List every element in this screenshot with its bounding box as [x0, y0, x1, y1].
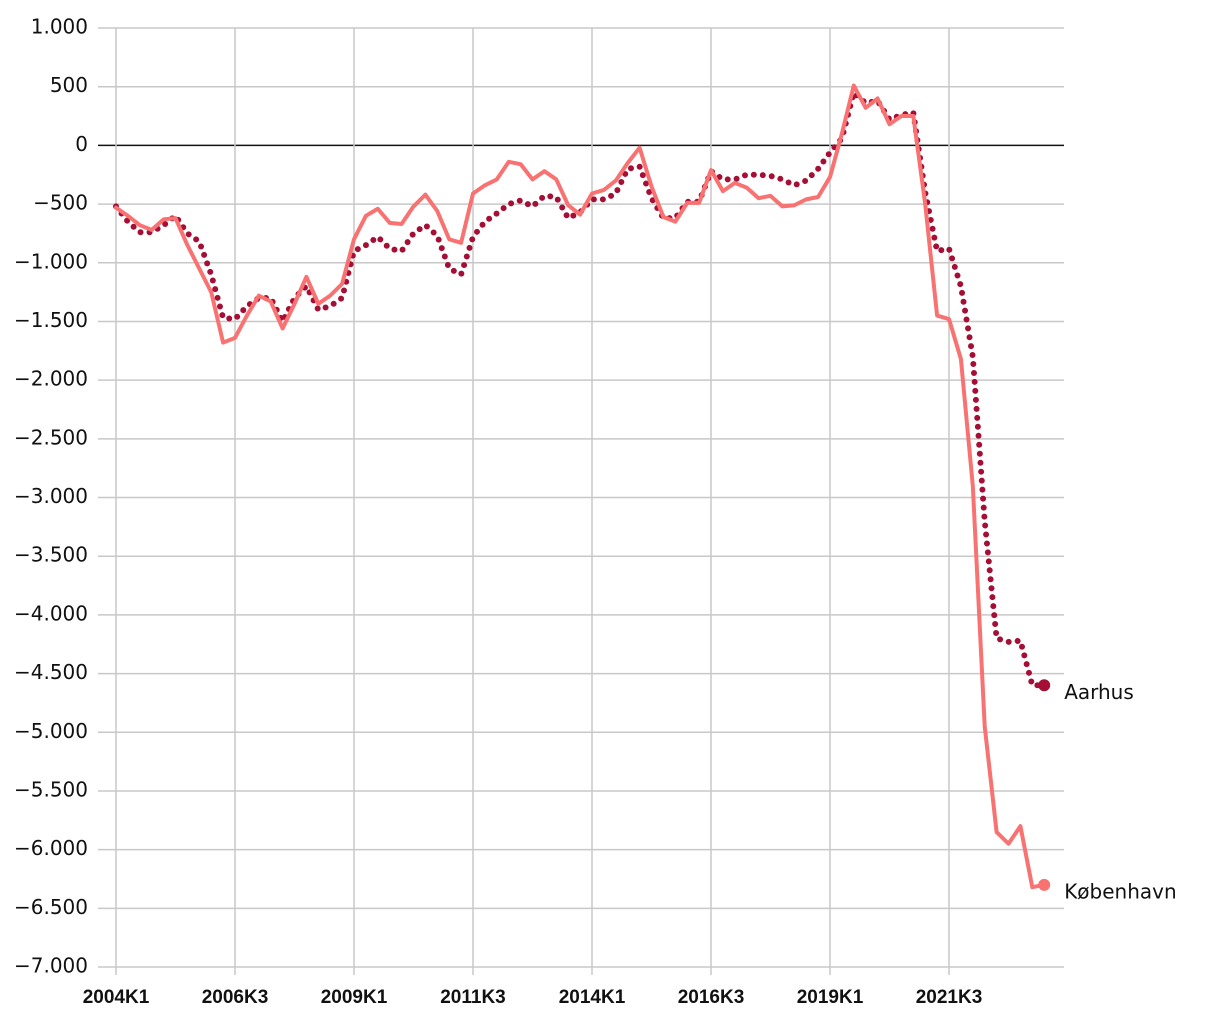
- y-tick-label: −6.500: [14, 895, 88, 919]
- x-tick-label: 2004K1: [83, 987, 150, 1008]
- y-tick-label: −500: [33, 191, 88, 215]
- series-line: [114, 83, 1047, 890]
- y-tick-label: −2.500: [14, 425, 88, 449]
- y-tick-label: −4.000: [14, 601, 88, 625]
- series-label: Aarhus: [1064, 680, 1134, 704]
- y-tick-label: −2.000: [14, 367, 88, 391]
- y-tick-label: −1.500: [14, 308, 88, 332]
- y-tick-label: −5.000: [14, 719, 88, 743]
- series-label: København: [1064, 879, 1176, 903]
- x-tick-label: 2006K3: [202, 987, 269, 1008]
- x-tick-label: 2019K1: [797, 987, 864, 1008]
- y-tick-label: −6.000: [14, 836, 88, 860]
- y-tick-label: −4.500: [14, 660, 88, 684]
- x-tick-label: 2009K1: [321, 987, 388, 1008]
- y-tick-label: −5.500: [14, 777, 88, 801]
- x-tick-label: 2016K3: [678, 987, 745, 1008]
- y-tick-label: 1.000: [31, 15, 88, 39]
- end-marker: [1038, 679, 1051, 692]
- y-tick-label: −7.000: [14, 954, 88, 978]
- y-tick-label: 500: [50, 73, 88, 97]
- x-tick-label: 2021K3: [916, 987, 983, 1008]
- series-line: [113, 89, 1048, 689]
- x-tick-label: 2011K3: [440, 987, 506, 1008]
- y-tick-label: 0: [75, 132, 88, 156]
- y-tick-label: −3.000: [14, 484, 88, 508]
- x-tick-label: 2014K1: [559, 987, 626, 1008]
- end-marker: [1038, 878, 1051, 891]
- y-tick-label: −3.500: [14, 543, 88, 567]
- y-tick-label: −1.000: [14, 249, 88, 273]
